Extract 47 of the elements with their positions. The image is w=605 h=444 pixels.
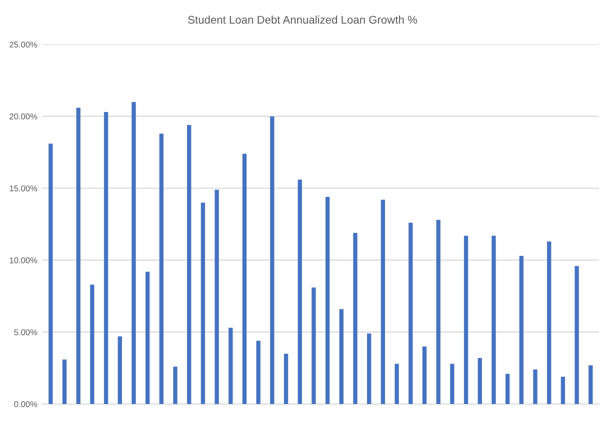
bar: [533, 370, 538, 404]
bar: [394, 364, 399, 404]
bar: [505, 374, 510, 404]
bar: [132, 102, 136, 404]
bar: [560, 376, 566, 404]
bar: [464, 236, 468, 404]
bar: [450, 364, 454, 404]
y-tick-label: 15.00%: [10, 185, 38, 192]
bar: [90, 284, 94, 404]
bar: [492, 236, 496, 404]
bar: [367, 334, 372, 404]
bar: [325, 196, 330, 404]
bar: [422, 346, 427, 404]
y-tick-label: 5.00%: [14, 329, 38, 336]
chart-title: Student Loan Debt Annualized Loan Growth %: [188, 16, 418, 24]
bar: [118, 336, 122, 404]
bar: [242, 154, 247, 404]
bar: [104, 112, 108, 404]
bar: [339, 309, 344, 404]
bar: [228, 328, 233, 404]
bar: [146, 272, 150, 404]
bar: [380, 200, 386, 404]
bar: [588, 365, 593, 404]
y-tick-label: 25.00%: [10, 42, 38, 48]
bar: [200, 202, 206, 404]
bar: [574, 266, 579, 404]
bar: [353, 232, 358, 404]
bar: [48, 144, 53, 404]
bar: [312, 288, 316, 404]
bar: [173, 366, 178, 404]
bar: [256, 340, 260, 404]
y-tick-label: 20.00%: [10, 114, 38, 120]
bar: [298, 180, 302, 404]
bar: [519, 256, 524, 404]
bar: [62, 359, 67, 404]
bar: [547, 241, 552, 404]
bar: [214, 190, 219, 404]
bar: [436, 220, 440, 404]
bar: [187, 124, 192, 404]
bar: [408, 222, 413, 404]
y-tick-label: 0.00%: [14, 401, 38, 408]
bar: [76, 108, 80, 404]
bar: [284, 354, 288, 404]
y-tick-label: 10.00%: [10, 257, 38, 264]
bar: [478, 358, 482, 404]
bar: [270, 116, 274, 404]
bar: [159, 134, 164, 404]
